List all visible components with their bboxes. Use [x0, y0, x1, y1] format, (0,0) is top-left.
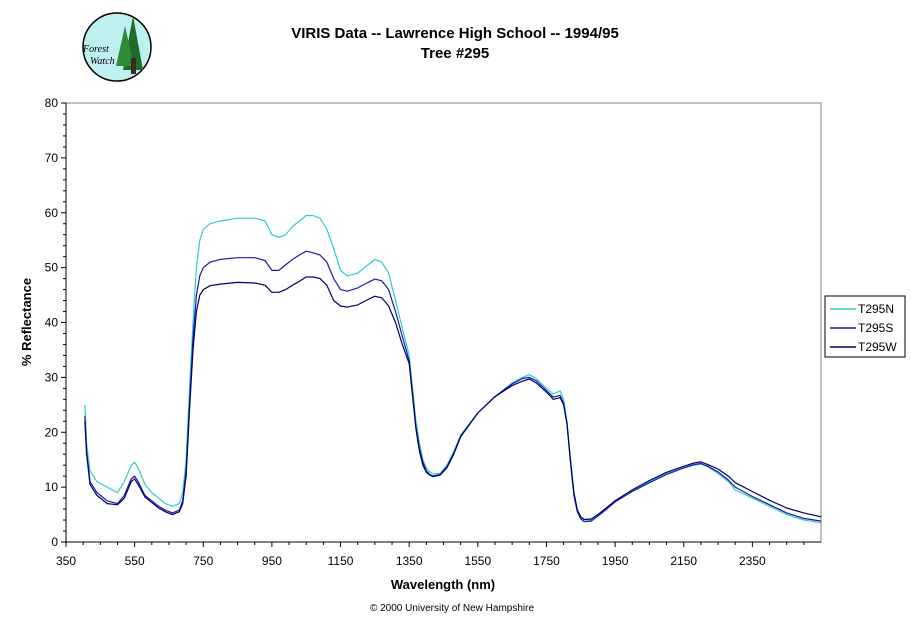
y-tick-label: 60 — [45, 206, 59, 220]
copyright-text: © 2000 University of New Hampshire — [370, 603, 535, 614]
x-tick-label: 2350 — [739, 554, 766, 568]
x-tick-label: 550 — [125, 554, 145, 568]
y-tick-label: 70 — [45, 151, 59, 165]
series-line-t295n — [84, 214, 822, 524]
x-tick-label: 1550 — [464, 554, 491, 568]
y-tick-label: 0 — [51, 535, 58, 549]
y-tick-label: 30 — [45, 370, 59, 384]
x-tick-label: 1350 — [396, 554, 423, 568]
legend-label-t295w: T295W — [858, 340, 897, 354]
y-axis-label: % Reflectance — [19, 278, 34, 366]
x-tick-label: 1950 — [602, 554, 629, 568]
y-tick-label: 50 — [45, 261, 59, 275]
forest-watch-logo: Forest Watch — [82, 12, 152, 82]
legend-label-t295s: T295S — [858, 321, 893, 335]
legend: T295N T295S T295W — [824, 295, 906, 358]
y-tick-label: 10 — [45, 480, 59, 494]
chart-title: VIRIS Data -- Lawrence High School -- 19… — [291, 25, 619, 42]
series-line-t295w — [84, 276, 822, 521]
series-lines — [84, 214, 822, 524]
x-tick-label: 1750 — [533, 554, 560, 568]
y-tick-label: 80 — [45, 96, 59, 110]
y-tick-label: 20 — [45, 425, 59, 439]
ticks: 0 10 20 30 40 50 60 70 80 350 550 750 950 1150 1350 155… — [45, 96, 805, 568]
x-tick-label: 350 — [56, 554, 76, 568]
plot-area — [65, 102, 822, 543]
x-axis-label: Wavelength (nm) — [391, 577, 495, 592]
x-tick-label: 1150 — [328, 554, 354, 568]
series-line-t295s — [84, 250, 822, 523]
x-tick-label: 750 — [193, 554, 213, 568]
x-tick-label: 2150 — [670, 554, 697, 568]
y-tick-label: 40 — [45, 316, 59, 330]
logo-text-line1: Forest — [82, 44, 109, 55]
logo-text-line2: Watch — [90, 56, 115, 67]
legend-label-t295n: T295N — [858, 302, 894, 316]
chart-subtitle: Tree #295 — [421, 45, 489, 62]
x-tick-label: 950 — [262, 554, 282, 568]
